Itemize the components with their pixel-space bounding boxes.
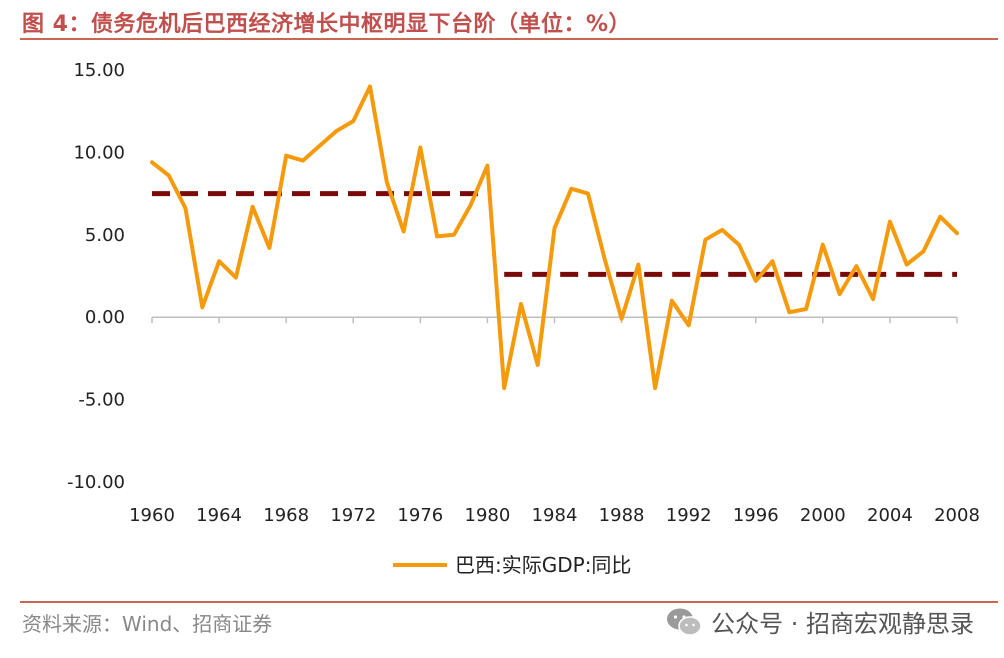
x-tick-label: 2008	[934, 505, 980, 526]
x-tick-label: 2000	[800, 505, 846, 526]
y-tick-label: 0.00	[85, 307, 125, 328]
y-tick-label: 5.00	[85, 225, 125, 246]
x-tick-label: 1968	[263, 505, 309, 526]
x-tick-label: 2004	[867, 505, 913, 526]
wechat-icon	[667, 608, 702, 636]
y-axis-ticks: 15.00 10.00 5.00 0.00 -5.00 -10.00	[67, 60, 125, 493]
figure-title: 图 4：债务危机后巴西经济增长中枢明显下台阶（单位：%）	[22, 12, 632, 37]
x-tick-label: 1984	[532, 505, 578, 526]
source-note: 资料来源：Wind、招商证券	[22, 612, 273, 636]
x-tick-label: 1980	[465, 505, 511, 526]
x-tick-label: 1960	[129, 505, 175, 526]
x-tick-label: 1964	[196, 505, 242, 526]
x-tick-label: 1996	[733, 505, 779, 526]
reference-lines	[152, 191, 957, 277]
legend-label: 巴西:实际GDP:同比	[455, 553, 631, 577]
footer-divider	[20, 601, 998, 603]
x-tick-label: 1988	[599, 505, 645, 526]
series-lines	[150, 84, 959, 391]
watermark: 公众号 · 招商宏观静思录	[665, 604, 974, 639]
x-tick-label: 1972	[330, 505, 376, 526]
x-tick-label: 1992	[666, 505, 712, 526]
series-line	[150, 84, 959, 391]
title-divider	[20, 38, 998, 40]
y-tick-label: -10.00	[67, 472, 125, 493]
x-tick-label: 1976	[397, 505, 443, 526]
legend: 巴西:实际GDP:同比	[393, 553, 631, 577]
y-tick-label: -5.00	[78, 390, 125, 411]
y-tick-label: 15.00	[73, 60, 125, 81]
x-axis: 1960 1964 1968 1972 1976 1980 1984 1988 1992 1996…	[129, 316, 980, 526]
watermark-text: 公众号 · 招商宏观静思录	[711, 610, 974, 638]
y-tick-label: 10.00	[73, 142, 125, 163]
